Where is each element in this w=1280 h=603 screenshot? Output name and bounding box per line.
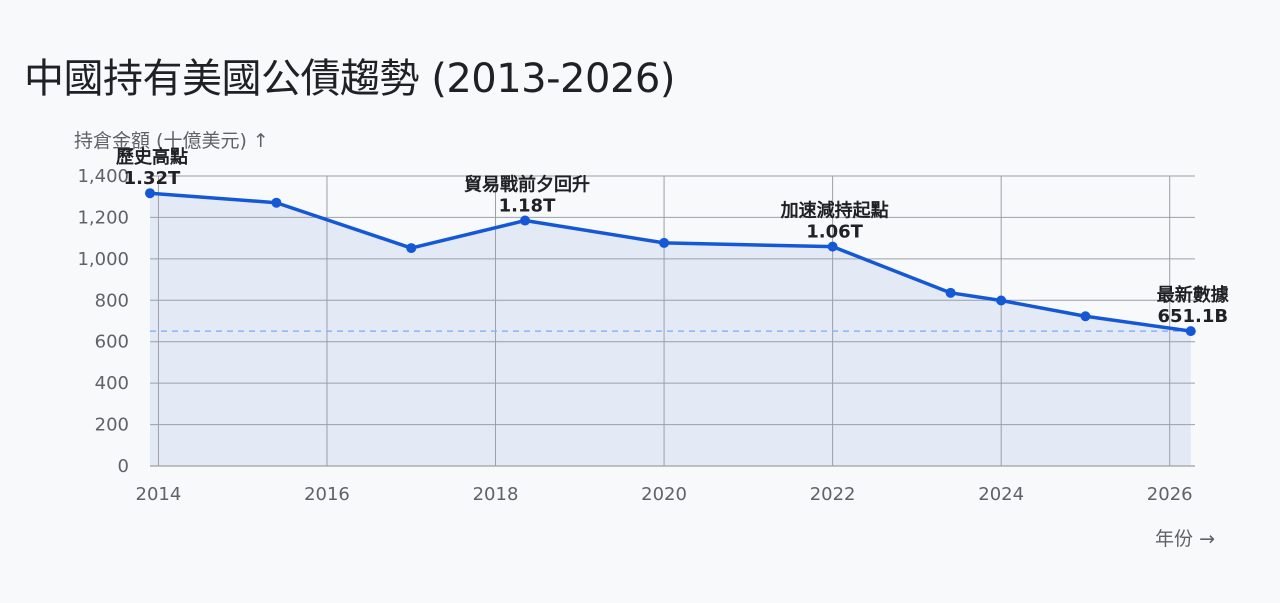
data-point	[406, 243, 417, 254]
x-tick-label: 2024	[978, 484, 1024, 505]
annotation-label: 貿易戰前夕回升	[464, 174, 590, 196]
data-point	[827, 241, 838, 252]
data-point	[271, 197, 282, 208]
data-point	[945, 287, 956, 298]
data-point	[1185, 326, 1196, 337]
y-tick-label: 400	[95, 373, 129, 394]
x-axis-arrow: →	[1199, 528, 1215, 550]
data-point	[145, 188, 155, 199]
annotation-value: 651.1B	[1157, 306, 1228, 327]
y-tick-label: 0	[118, 456, 129, 477]
y-axis-arrow: ↑	[252, 130, 269, 152]
y-tick-label: 1,000	[77, 249, 129, 270]
y-axis-label: 持倉金額 (十億美元) ↑	[74, 126, 269, 153]
x-tick-label: 2014	[136, 484, 182, 505]
data-point	[659, 237, 670, 248]
y-axis-label-text: 持倉金額 (十億美元)	[74, 130, 247, 152]
data-point	[1080, 311, 1091, 322]
annotation-label: 歷史高點	[116, 146, 188, 168]
chart-title: 中國持有美國公債趨勢 (2013-2026)	[24, 56, 675, 102]
data-point	[520, 215, 531, 226]
x-tick-label: 2018	[473, 484, 519, 505]
y-tick-label: 1,200	[77, 207, 129, 228]
annotation-value: 1.18T	[499, 196, 556, 217]
annotation-label: 加速減持起點	[780, 200, 889, 222]
x-axis-label-text: 年份	[1155, 528, 1194, 550]
y-tick-label: 200	[95, 415, 129, 436]
data-point	[996, 295, 1007, 306]
annotation-value: 1.32T	[124, 168, 181, 189]
annotation-label: 最新數據	[1157, 284, 1230, 306]
x-tick-label: 2020	[641, 484, 687, 505]
series-line	[148, 191, 1193, 333]
y-tick-label: 800	[95, 290, 129, 311]
area-fill	[150, 193, 1191, 466]
x-tick-label: 2016	[304, 484, 350, 505]
x-tick-label: 2026	[1147, 484, 1193, 505]
y-tick-label: 1,400	[77, 166, 129, 187]
annotation-value: 1.06T	[806, 222, 863, 243]
x-tick-label: 2022	[810, 484, 856, 505]
x-axis-label: 年份 →	[1155, 524, 1215, 551]
y-tick-label: 600	[95, 332, 129, 353]
